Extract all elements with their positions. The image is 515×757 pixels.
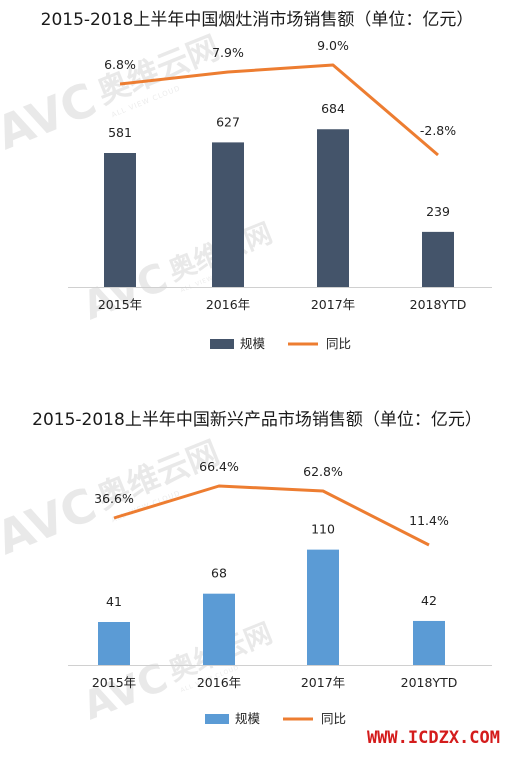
legend: 规模 同比 [205, 711, 346, 726]
bar [413, 620, 445, 665]
line-value-label: 9.0% [317, 38, 349, 53]
bar-value-label: 42 [421, 593, 437, 608]
chart-emerging-products: 2015-2018上半年中国新兴产品市场销售额（单位：亿元） 41 68 110 42 2… [32, 410, 492, 726]
site-mark: WWW.ICDZX.COM [367, 728, 500, 748]
bar-value-label: 41 [106, 594, 122, 609]
x-tick-label: 2016年 [206, 297, 250, 312]
legend-label-bar: 规模 [235, 711, 261, 726]
bar-value-label: 239 [426, 204, 450, 219]
x-tick-label: 2016年 [197, 675, 241, 690]
bar [104, 153, 136, 287]
bar-value-label: 684 [321, 101, 345, 116]
bar-value-label: 110 [311, 522, 335, 537]
bar-value-label: 581 [108, 125, 132, 140]
bar [422, 231, 454, 287]
line-value-label: 36.6% [94, 491, 134, 506]
chart-title: 2015-2018上半年中国新兴产品市场销售额（单位：亿元） [32, 410, 482, 430]
watermark-logo: AVC [0, 477, 104, 565]
legend-swatch-bar [210, 339, 234, 349]
bar [203, 593, 235, 665]
line-value-label: 6.8% [104, 57, 136, 72]
bar-value-label: 627 [216, 114, 240, 129]
chart-title: 2015-2018上半年中国烟灶消市场销售额（单位：亿元） [41, 10, 474, 30]
legend-label-line: 同比 [321, 711, 346, 726]
chart-range-hood-stove: 2015-2018上半年中国烟灶消市场销售额（单位：亿元） 581 627 684 23… [41, 10, 492, 351]
x-tick-label: 2018YTD [410, 297, 467, 312]
x-tick-label: 2015年 [98, 297, 142, 312]
x-tick-label: 2015年 [92, 675, 136, 690]
x-tick-label: 2017年 [311, 297, 355, 312]
line-value-label: 11.4% [409, 513, 449, 528]
x-tick-label: 2017年 [301, 675, 345, 690]
watermark-logo: AVC [77, 655, 174, 729]
line-value-label: -2.8% [420, 123, 456, 138]
bar [212, 142, 244, 287]
x-tick-label: 2018YTD [401, 675, 458, 690]
bar [98, 622, 130, 665]
yoy-line [113, 484, 430, 547]
line-value-label: 66.4% [199, 459, 239, 474]
line-value-label: 7.9% [212, 45, 244, 60]
legend: 规模 同比 [210, 336, 351, 351]
line-value-label: 62.8% [303, 464, 343, 479]
legend-label-line: 同比 [326, 336, 351, 351]
bar [317, 129, 349, 287]
legend-swatch-bar [205, 714, 229, 724]
yoy-line [119, 63, 439, 157]
legend-label-bar: 规模 [240, 336, 266, 351]
watermark-logo: AVC [0, 72, 104, 160]
bar [307, 549, 339, 665]
bar-value-label: 68 [211, 566, 227, 581]
